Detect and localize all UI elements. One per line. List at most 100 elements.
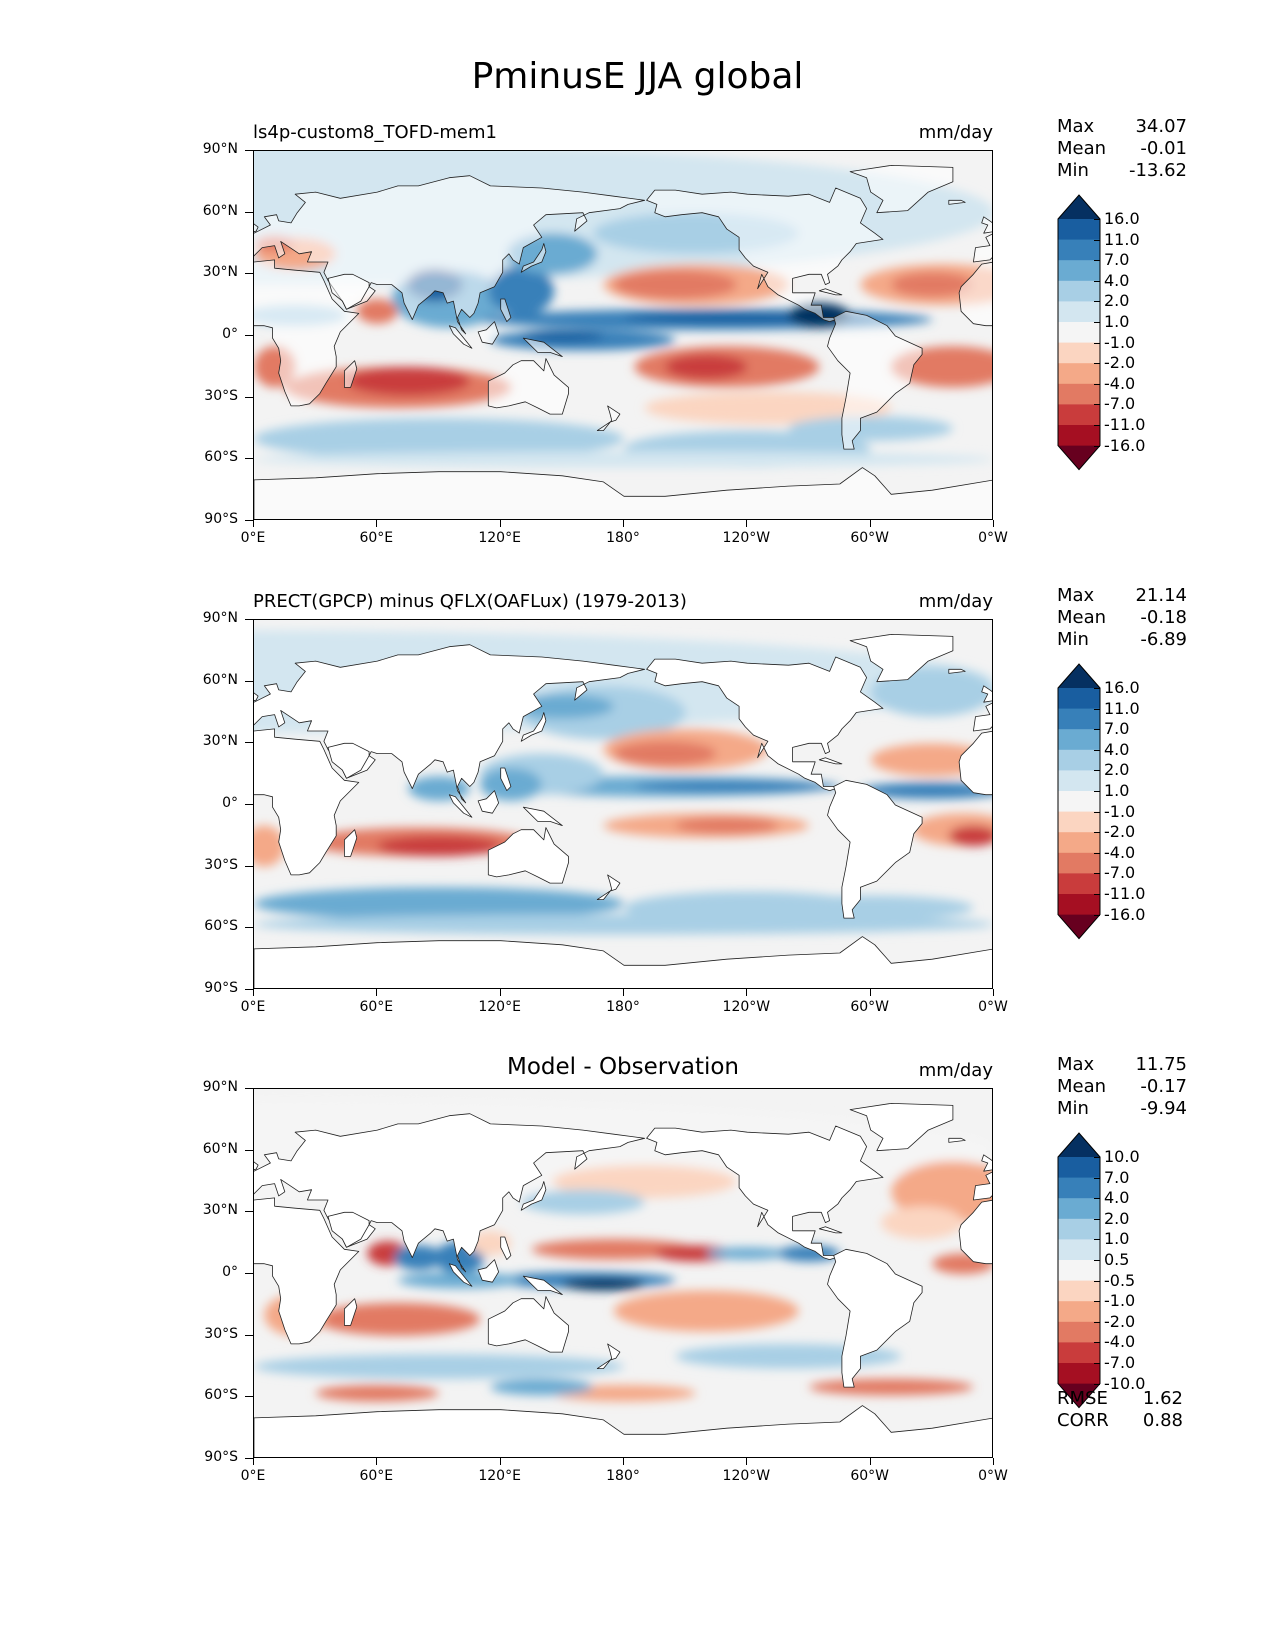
colorbar-tick xyxy=(1094,1280,1100,1282)
lat-tick-label: 60°S xyxy=(204,449,238,466)
landmass-iceland xyxy=(948,199,966,205)
colorbar-tick xyxy=(1094,425,1100,426)
landmass-arabia-fix xyxy=(327,1211,370,1248)
stat-row-max: Max 11.75 xyxy=(1057,1054,1187,1076)
field-cell xyxy=(254,887,624,921)
field-cell xyxy=(613,741,717,766)
lon-tick-label: 0°E xyxy=(240,530,266,546)
lat-tick-mark xyxy=(245,989,253,990)
landmass-uk xyxy=(981,1154,992,1172)
colorbar-tick xyxy=(1094,688,1100,689)
lat-tick-mark xyxy=(245,680,253,682)
map-canvas xyxy=(254,620,992,988)
field-cell xyxy=(552,1165,738,1198)
landmass-greenland xyxy=(849,634,954,683)
colorbar-extend-top xyxy=(1058,664,1100,688)
colorbar-tick xyxy=(1094,749,1100,751)
lat-tick-label: 90°S xyxy=(204,1449,238,1465)
colorbar-level-label: 7.0 xyxy=(1104,250,1130,270)
colorbar-tick xyxy=(1094,729,1100,731)
colorbar-segment xyxy=(1058,832,1100,854)
landmass-borneo xyxy=(477,790,499,814)
colorbar-segment xyxy=(1058,1157,1100,1179)
colorbar-tick xyxy=(1094,383,1100,385)
landmass-uk xyxy=(254,692,259,701)
landmass-africa xyxy=(958,730,992,796)
colorbar-segment xyxy=(1058,1301,1100,1323)
landmass-borneo xyxy=(477,1259,499,1283)
colorbar-level-label: 1.0 xyxy=(1104,312,1130,331)
lon-tick-label: 0°W xyxy=(978,999,1008,1015)
lat-tick-mark xyxy=(245,1334,253,1336)
panel-difference: Model - Observation mm/day xyxy=(0,1054,1275,1520)
colorbar-level-label: 4.0 xyxy=(1104,1188,1130,1208)
lat-tick-label: 90°N xyxy=(202,141,238,157)
landmass-south-america xyxy=(827,310,923,450)
field-cell xyxy=(809,1378,974,1396)
lat-tick-mark xyxy=(245,1396,253,1398)
landmass-iceland xyxy=(948,1137,966,1143)
colorbar-level-label: -11.0 xyxy=(1104,884,1146,903)
lon-tick-label: 60°E xyxy=(359,1468,394,1484)
landmass-south-america xyxy=(827,779,923,919)
lon-tick-mark xyxy=(869,1458,871,1465)
stat-row-min: Min -13.62 xyxy=(1057,160,1187,182)
colorbar-segment xyxy=(1058,1260,1100,1282)
stat-row-rmse: RMSE 1.62 xyxy=(1057,1388,1183,1410)
panel-units: mm/day xyxy=(918,122,993,143)
field-cell xyxy=(880,1206,964,1240)
lat-tick-mark xyxy=(245,1273,253,1274)
landmass-cuba xyxy=(818,1226,843,1234)
landmass-eurasia xyxy=(973,702,992,732)
lon-tick-mark xyxy=(376,1458,378,1465)
landmass-eurasia xyxy=(973,233,992,263)
colorbar-tick xyxy=(1094,342,1100,344)
landmass-arabia-fix xyxy=(327,742,370,779)
landmass-africa xyxy=(254,728,360,876)
colorbar-extend-top xyxy=(1058,1133,1100,1157)
lon-tick-mark xyxy=(869,989,871,996)
stat-value: 21.14 xyxy=(1135,585,1187,606)
stat-value: 1.62 xyxy=(1142,1388,1183,1409)
panel-stats: Max 11.75 Mean -0.17 Min -9.94 xyxy=(1057,1054,1187,1120)
landmass-uk xyxy=(254,1161,259,1170)
field-cell xyxy=(393,1245,444,1270)
stat-label: Min xyxy=(1057,1098,1089,1119)
landmass-philippines xyxy=(500,767,512,791)
field-cell xyxy=(613,1290,799,1332)
field-cell xyxy=(254,1354,624,1379)
colorbar-level-label: 0.5 xyxy=(1104,1250,1130,1269)
colorbar-tick xyxy=(1094,1260,1100,1261)
colorbar-tick xyxy=(1094,1157,1100,1158)
stat-row-max: Max 34.07 xyxy=(1057,116,1187,138)
colorbar-segment xyxy=(1058,791,1100,813)
lat-tick-mark xyxy=(245,520,253,521)
field-cell xyxy=(644,391,892,425)
colorbar-tick xyxy=(1094,1363,1100,1364)
lon-tick-label: 60°E xyxy=(359,999,394,1015)
lat-tick-label: 60°N xyxy=(202,671,238,688)
map-canvas xyxy=(254,1089,992,1457)
lon-tick-label: 60°E xyxy=(359,530,394,546)
colorbar-tick xyxy=(1094,1218,1100,1220)
lon-tick-mark xyxy=(253,989,254,996)
lon-tick-mark xyxy=(869,520,871,527)
colorbar-level-label: 16.0 xyxy=(1104,209,1140,228)
lat-tick-mark xyxy=(245,619,253,620)
colorbar-segment xyxy=(1058,383,1100,405)
stat-label: Max xyxy=(1057,116,1095,137)
field-cell xyxy=(788,416,953,441)
landmass-sumatra xyxy=(448,794,473,818)
colorbar xyxy=(1057,1132,1101,1409)
lon-tick-mark xyxy=(623,989,624,996)
colorbar-segment xyxy=(1058,749,1100,771)
field-cell xyxy=(315,1385,439,1402)
lat-tick-label: 90°S xyxy=(204,511,238,527)
map-frame xyxy=(253,619,993,989)
lat-tick-label: 0° xyxy=(222,1264,238,1280)
stat-value: -9.94 xyxy=(1140,1098,1187,1119)
field-cell xyxy=(706,1247,789,1260)
colorbar-tick xyxy=(1094,1342,1100,1344)
lon-tick-label: 180° xyxy=(606,999,640,1015)
field-cell xyxy=(665,354,748,380)
